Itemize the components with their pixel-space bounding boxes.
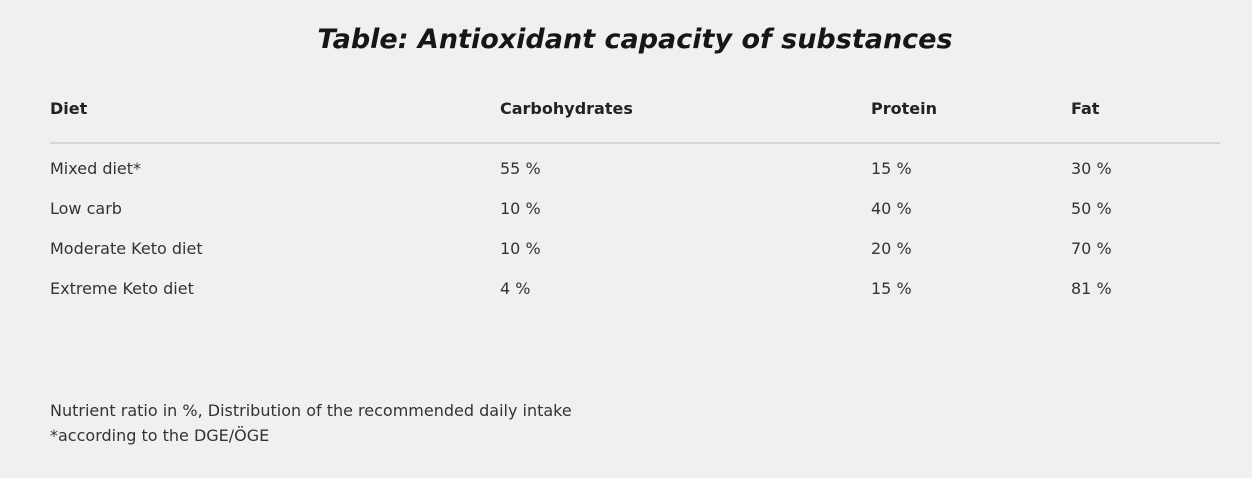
header-cell: Fat (1071, 88, 1220, 144)
table-cell: 55 % (500, 158, 541, 178)
header-cell: Diet (50, 88, 500, 144)
table-cell: 10 % (500, 198, 541, 218)
table-row: Low carb 10 % 40 % 50 % (50, 188, 1220, 228)
table-cell: 15 % (871, 278, 912, 298)
table-row: Mixed diet* 55 % 15 % 30 % (50, 143, 1220, 188)
title: Table: Antioxidant capacity of substance… (317, 24, 953, 55)
table-cell: 70 % (1071, 238, 1112, 258)
table-cell: 40 % (871, 198, 912, 218)
table-cell: 4 % (500, 278, 531, 298)
header-cell: Protein (871, 88, 1071, 144)
table-cell: 20 % (871, 238, 912, 258)
table-cell: 15 % (871, 158, 912, 178)
table-cell: 30 % (1071, 158, 1112, 178)
table-body: Mixed diet* 55 % 15 % 30 % Low carb 10 % 40 % 5… (50, 143, 1220, 308)
table-cell: 50 % (1071, 198, 1112, 218)
table-cell: Low carb (50, 198, 122, 218)
header-row: Diet Carbohydrates Protein Fat (50, 88, 1220, 144)
note: Nutrient ratio in %, Distribution of the… (50, 401, 572, 420)
table-cell: Extreme Keto diet (50, 278, 194, 298)
note: *according to the DGE/ÖGE (50, 426, 270, 445)
header-cell: Carbohydrates (500, 88, 871, 144)
diet-table: Diet Carbohydrates Protein Fat Mixed die… (50, 88, 1220, 308)
table-row: Moderate Keto diet 10 % 20 % 70 % (50, 228, 1220, 268)
table-cell: 10 % (500, 238, 541, 258)
notes: Nutrient ratio in %, Distribution of the… (50, 398, 572, 448)
table-cell: Mixed diet* (50, 158, 142, 178)
table-cell: Moderate Keto diet (50, 238, 203, 258)
table-row: Extreme Keto diet 4 % 15 % 81 % (50, 268, 1220, 308)
table-cell: 81 % (1071, 278, 1112, 298)
